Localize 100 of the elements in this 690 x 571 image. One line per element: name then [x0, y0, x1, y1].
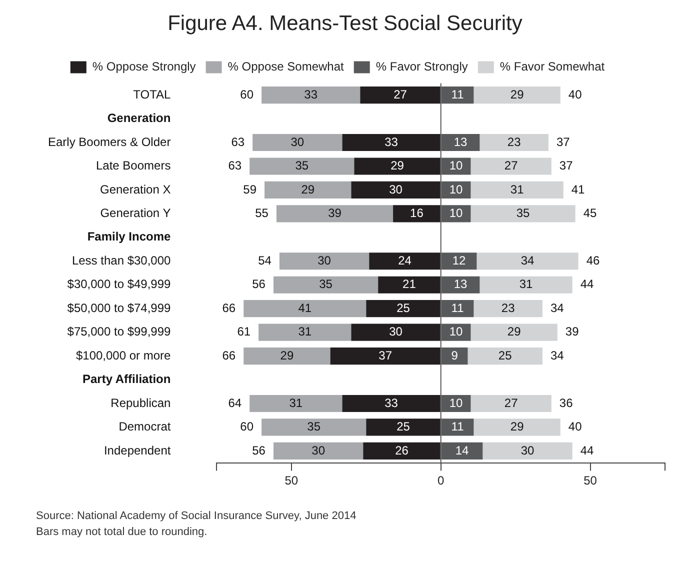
legend-label: % Oppose Strongly [92, 60, 196, 74]
bar [342, 394, 440, 412]
y-tick-label: Late Boomers [96, 158, 171, 173]
bar [468, 347, 542, 365]
bar [470, 181, 564, 199]
bar [366, 300, 440, 318]
y-tick-label: $100,000 or more [76, 348, 172, 362]
data-label: 10 [449, 396, 464, 410]
text: 64 [228, 396, 242, 410]
data-label: 29 [280, 348, 294, 362]
bar [474, 300, 542, 318]
bar [474, 86, 560, 104]
bar [250, 394, 342, 412]
text: 44 [580, 443, 594, 458]
bar [351, 324, 440, 341]
text: 37 [556, 134, 570, 149]
data-label: 30 [389, 182, 403, 196]
data-label: 30 [290, 134, 304, 149]
source-note: Source: National Academy of Social Insurance Survey, June 2014 [36, 509, 358, 524]
data-label: 29 [510, 420, 524, 434]
bar [480, 276, 572, 294]
data-label: 9 [451, 348, 458, 362]
data-label: 10 [449, 182, 464, 196]
data-label: 41 [298, 300, 312, 315]
legend-label: % Favor Strongly [376, 60, 468, 74]
data-label: 12 [452, 253, 466, 268]
data-label: 30 [520, 443, 535, 458]
text: 56 [252, 277, 266, 292]
data-label: 25 [498, 348, 512, 362]
bar [366, 418, 440, 436]
text: 45 [583, 206, 597, 220]
text: 41 [571, 182, 585, 196]
data-label: 10 [449, 206, 464, 220]
y-tick-label: Generation X [100, 182, 171, 196]
bar [258, 324, 352, 341]
bar [262, 86, 360, 104]
text: 44 [580, 277, 594, 292]
data-label: 25 [396, 420, 410, 434]
data-label: 27 [504, 396, 518, 410]
text: 37 [559, 158, 573, 173]
data-label: 39 [328, 206, 342, 220]
bar [474, 418, 560, 436]
bar [470, 324, 558, 341]
y-tick-label: Less than $30,000 [72, 253, 172, 268]
data-label: 35 [307, 420, 321, 434]
bar [480, 134, 548, 152]
bar [482, 442, 572, 460]
x-tick-label: 50 [584, 473, 598, 488]
data-label: 27 [394, 87, 408, 102]
bar [276, 205, 394, 222]
data-label: 34 [520, 253, 535, 268]
data-label: 23 [507, 134, 522, 149]
data-label: 21 [402, 277, 416, 292]
bar [250, 158, 354, 175]
data-label: 29 [301, 182, 315, 196]
bar [252, 134, 342, 152]
data-label: 35 [319, 277, 333, 292]
y-tick-label: Early Boomers & Older [48, 134, 171, 149]
bar [342, 134, 440, 152]
text: 66 [222, 348, 236, 362]
bar [351, 181, 440, 199]
data-label: 13 [454, 277, 468, 292]
data-label: 33 [384, 396, 398, 410]
y-tick-label: Party Affiliation [82, 372, 171, 386]
data-label: 24 [398, 253, 412, 268]
text: 54 [258, 253, 272, 268]
data-label: 31 [510, 182, 524, 196]
y-tick-label: Democrat [118, 420, 172, 434]
bar [363, 442, 440, 460]
y-tick-label: Independent [104, 443, 172, 458]
y-tick-label: TOTAL [133, 87, 172, 102]
data-label: 35 [516, 206, 530, 220]
bar [470, 205, 576, 222]
text: 56 [252, 443, 266, 458]
text: 61 [237, 324, 251, 339]
bar [476, 252, 578, 270]
text: 34 [550, 348, 564, 362]
data-label: 29 [510, 87, 524, 102]
chart-title: Figure A4. Means-Test Social Security [166, 11, 524, 37]
data-label: 14 [455, 443, 470, 458]
bar [244, 300, 366, 318]
y-tick-label: Family Income [87, 230, 172, 244]
x-tick-label: 0 [438, 473, 445, 488]
data-label: 30 [312, 443, 326, 458]
bar [378, 276, 440, 294]
data-label: 29 [507, 324, 522, 339]
text: 40 [568, 87, 582, 102]
data-label: 23 [501, 300, 516, 315]
text: 34 [550, 300, 564, 315]
data-label: 37 [378, 348, 392, 362]
data-label: 16 [410, 206, 424, 220]
data-label: 31 [298, 324, 312, 339]
y-tick-label: Generation Y [100, 206, 171, 220]
text: 60 [240, 87, 254, 102]
y-tick-label: $75,000 to $99,999 [67, 324, 172, 339]
bar [470, 394, 552, 412]
data-label: 31 [289, 396, 303, 410]
data-label: 11 [451, 300, 464, 315]
data-label: 30 [318, 253, 332, 268]
data-label: 29 [390, 158, 404, 173]
